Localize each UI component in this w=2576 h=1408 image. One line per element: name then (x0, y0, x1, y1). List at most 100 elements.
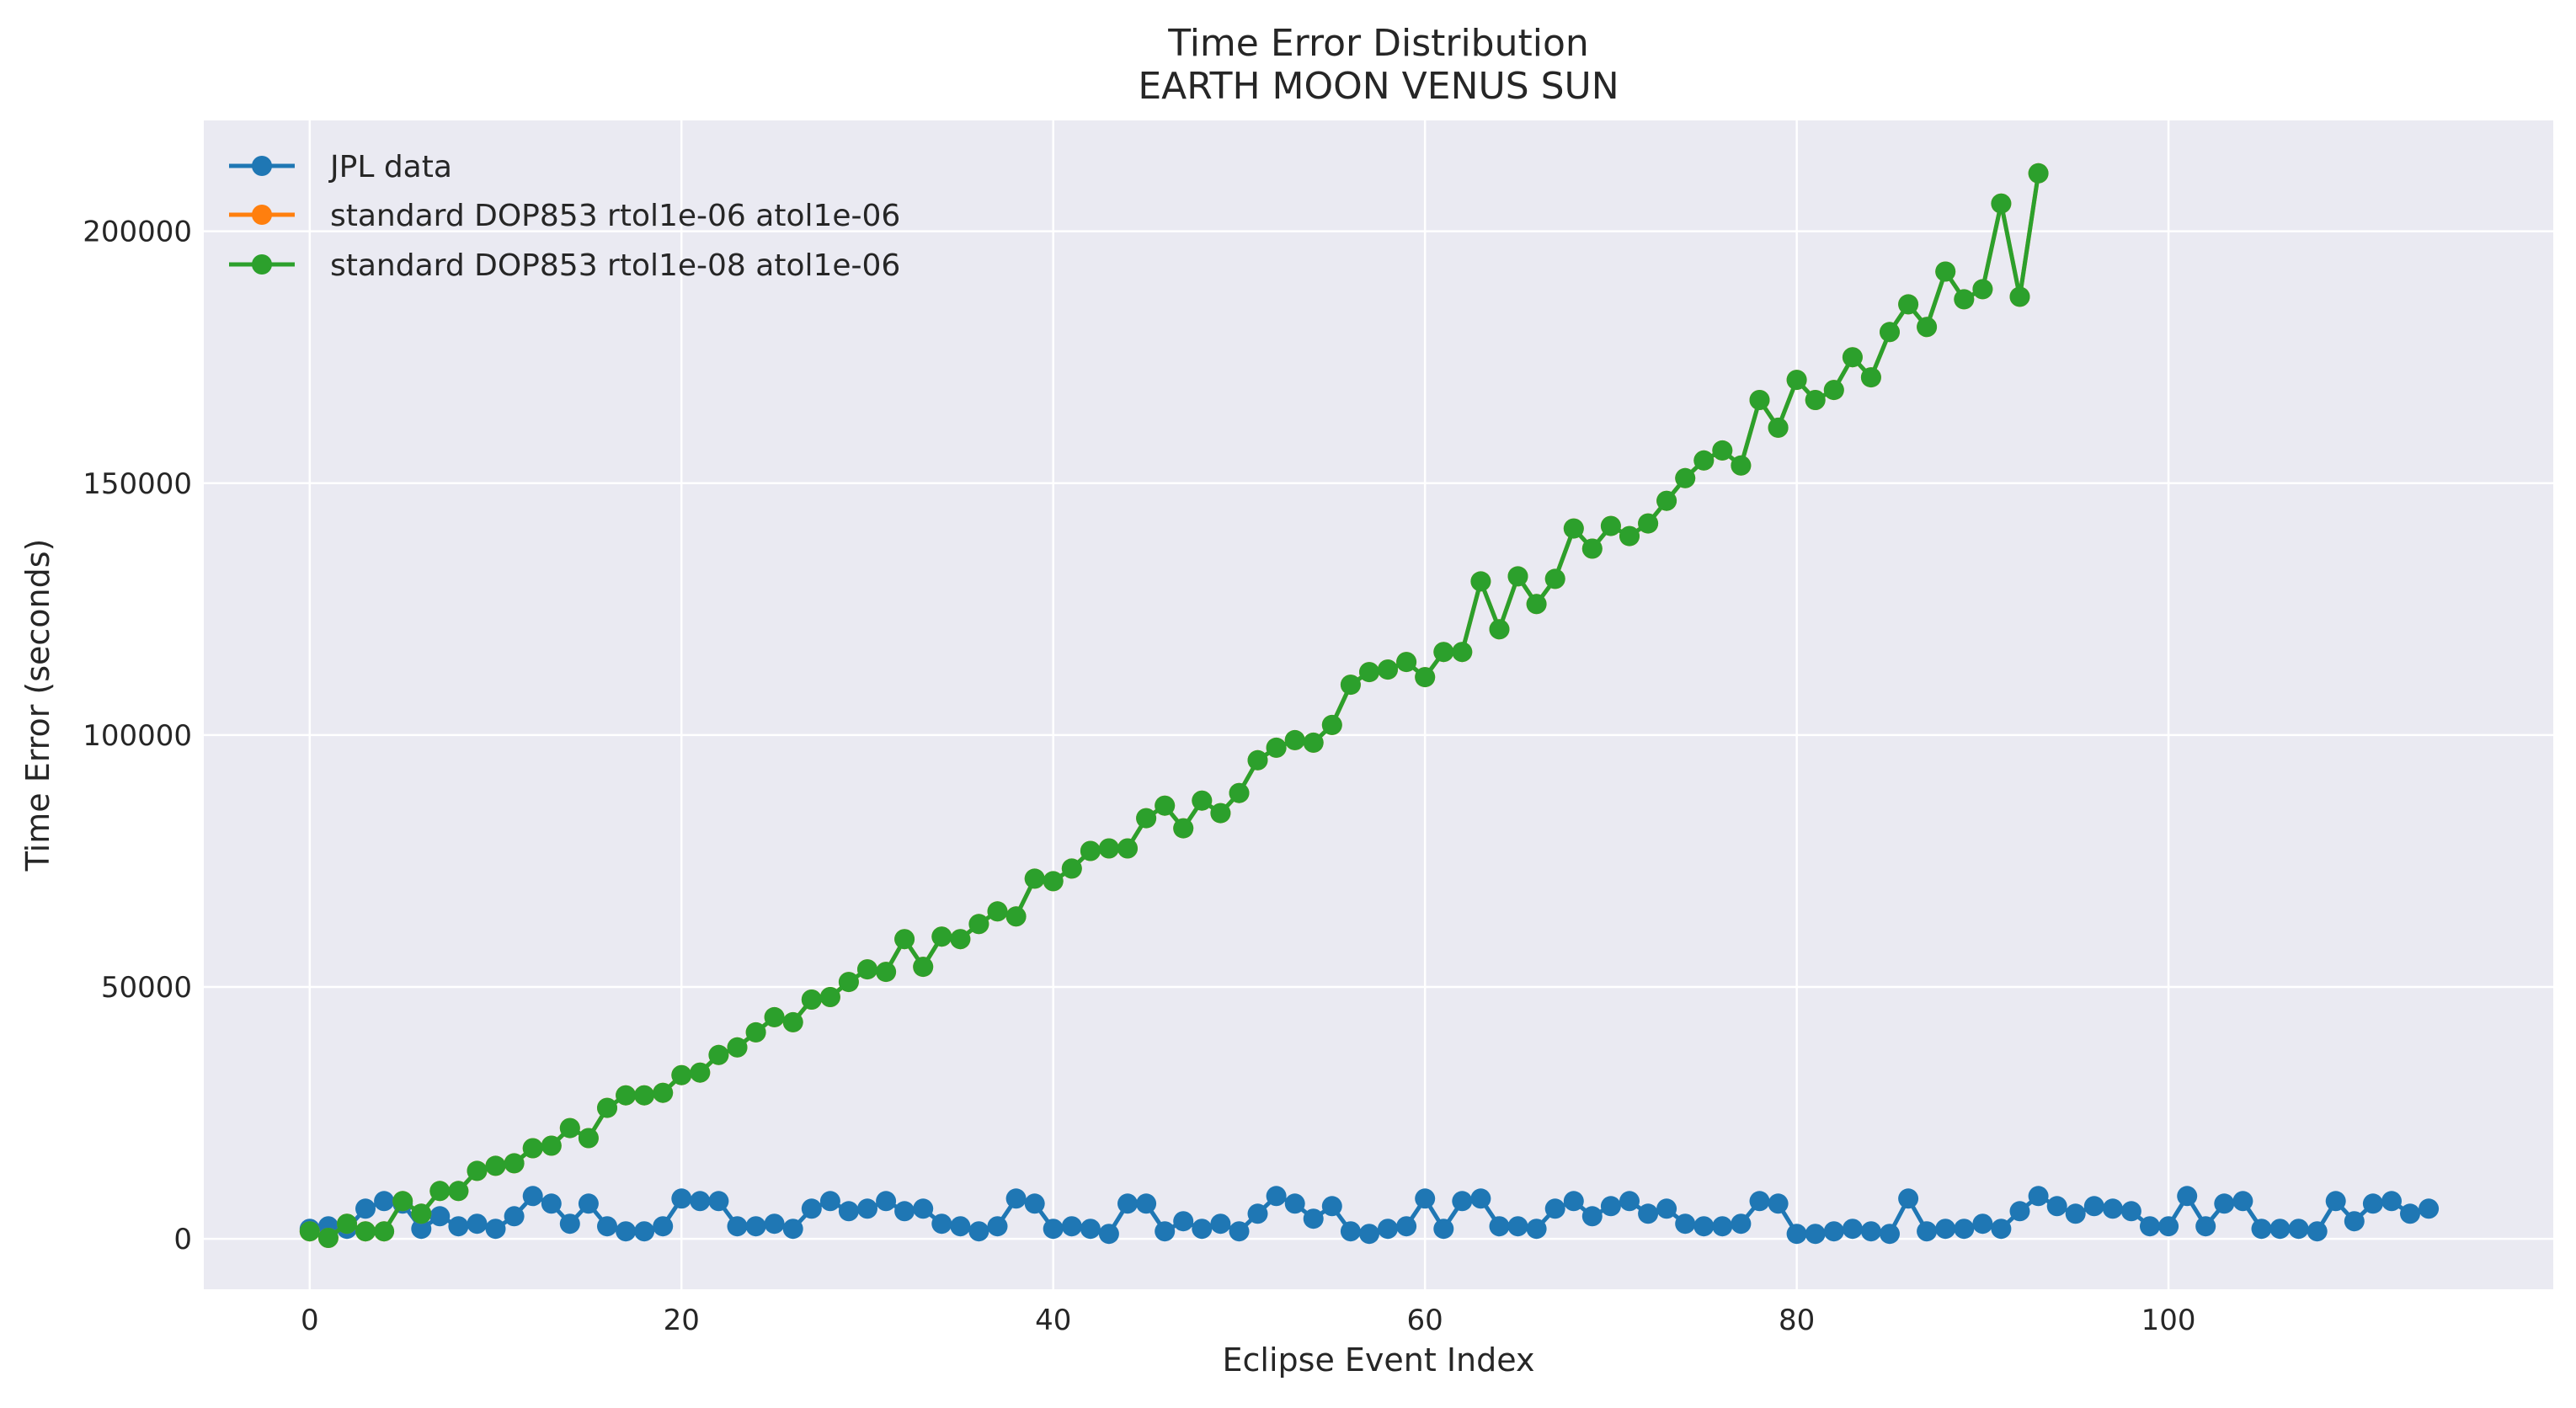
legend-marker-rtol1e-06 (252, 205, 272, 225)
data-point (2102, 1198, 2123, 1219)
data-point (429, 1206, 451, 1227)
data-point (1005, 1188, 1027, 1209)
data-point (782, 1011, 803, 1032)
data-point (1359, 1224, 1379, 1245)
data-point (1080, 1219, 1101, 1240)
data-point (1749, 1191, 1770, 1212)
data-point (1321, 714, 1342, 735)
data-point (541, 1193, 562, 1214)
data-point (2028, 1186, 2049, 1207)
data-point (1526, 594, 1547, 615)
data-point (653, 1082, 674, 1103)
data-point (1563, 1191, 1584, 1212)
data-point (1098, 838, 1119, 859)
data-point (634, 1221, 655, 1242)
data-point (1043, 871, 1064, 892)
data-point (1917, 1221, 1938, 1242)
data-point (1731, 1213, 1752, 1235)
data-point (1954, 1219, 1975, 1240)
data-point (1880, 1224, 1900, 1245)
data-point (1935, 261, 1956, 282)
x-tick-label: 40 (1035, 1304, 1071, 1337)
data-point (1917, 317, 1938, 338)
data-point (1786, 1224, 1807, 1245)
chart-subtitle: EARTH MOON VENUS SUN (1138, 65, 1619, 108)
data-point (1712, 440, 1733, 461)
data-point (838, 972, 859, 993)
data-point (1972, 1213, 1993, 1235)
data-point (727, 1216, 748, 1237)
data-point (1098, 1224, 1119, 1245)
data-point (1378, 1219, 1398, 1240)
data-point (1433, 642, 1454, 663)
data-point (1452, 1191, 1473, 1212)
data-point (597, 1216, 617, 1237)
data-point (1656, 490, 1677, 511)
data-point (392, 1191, 413, 1212)
data-point (1470, 1188, 1491, 1209)
data-point (690, 1062, 711, 1083)
data-point (1749, 390, 1770, 410)
data-point (1600, 515, 1621, 536)
data-point (1117, 838, 1138, 859)
data-point (1656, 1198, 1677, 1219)
data-point (597, 1097, 617, 1118)
x-tick-label: 0 (301, 1304, 319, 1337)
data-point (1544, 568, 1565, 589)
data-point (819, 1191, 840, 1212)
data-point (1581, 1206, 1603, 1227)
data-point (819, 987, 840, 1007)
data-point (1768, 1193, 1789, 1214)
x-tick-label: 80 (1779, 1304, 1815, 1337)
data-point (1507, 566, 1528, 587)
legend-marker-rtol1e-08 (252, 254, 272, 275)
data-point (1600, 1196, 1621, 1217)
data-point (1507, 1216, 1528, 1237)
data-point (578, 1128, 599, 1149)
data-point (1136, 1193, 1157, 1214)
legend-label-rtol1e-06: standard DOP853 rtol1e-06 atol1e-06 (330, 199, 900, 233)
data-point (1693, 450, 1715, 471)
data-point (2419, 1198, 2440, 1219)
data-point (1210, 803, 1231, 824)
data-point (337, 1213, 357, 1235)
data-point (1972, 279, 1993, 300)
y-tick-label: 50000 (101, 971, 192, 1005)
data-point (968, 1221, 989, 1242)
data-point (578, 1193, 599, 1214)
data-point (1117, 1193, 1138, 1214)
data-point (876, 1191, 897, 1212)
data-point (913, 957, 934, 978)
data-point (1489, 619, 1510, 640)
data-point (522, 1138, 543, 1159)
data-point (1080, 840, 1101, 861)
data-point (1842, 347, 1863, 368)
data-point (876, 962, 897, 983)
data-point (1805, 1224, 1826, 1245)
data-point (745, 1216, 766, 1237)
data-point (987, 1216, 1008, 1237)
data-point (653, 1216, 674, 1237)
data-point (2288, 1219, 2309, 1240)
data-point (559, 1213, 580, 1235)
data-point (708, 1044, 729, 1065)
data-point (764, 1006, 785, 1027)
data-point (2307, 1221, 2328, 1242)
legend-entry-rtol1e-06: standard DOP853 rtol1e-06 atol1e-06 (229, 199, 900, 233)
data-point (1284, 1193, 1305, 1214)
data-point (745, 1021, 766, 1043)
data-point (2381, 1191, 2402, 1212)
data-point (467, 1160, 488, 1181)
data-point (2083, 1196, 2104, 1217)
data-point (1470, 571, 1491, 592)
data-point (374, 1191, 395, 1212)
data-point (1731, 455, 1752, 476)
data-point (931, 1213, 952, 1235)
data-point (448, 1181, 469, 1202)
data-point (1303, 1208, 1324, 1229)
data-point (764, 1213, 785, 1235)
legend: JPL data standard DOP853 rtol1e-06 atol1… (229, 150, 900, 283)
legend-marker-jpl (252, 156, 272, 176)
